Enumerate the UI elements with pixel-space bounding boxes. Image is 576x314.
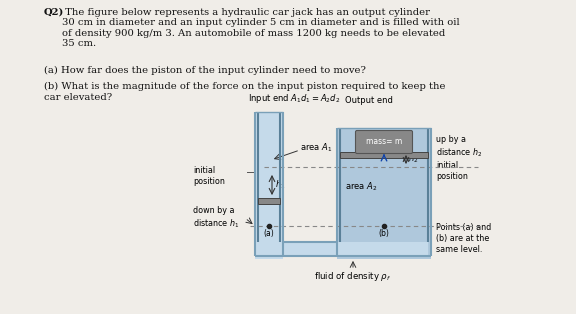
Text: (b) What is the magnitude of the force on the input piston required to keep the
: (b) What is the magnitude of the force o… [44, 82, 445, 101]
Bar [258, 198, 280, 204]
Bar [337, 128, 431, 259]
Text: initial
position: initial position [193, 166, 225, 186]
Text: Input end $A_1d_1 = A_2d_2$: Input end $A_1d_1 = A_2d_2$ [248, 92, 340, 105]
FancyBboxPatch shape [355, 131, 412, 154]
Bar [340, 152, 428, 158]
Text: mass= m: mass= m [366, 138, 402, 147]
Text: (a): (a) [264, 229, 274, 238]
Bar [258, 242, 428, 256]
Text: area $A_2$: area $A_2$ [345, 181, 377, 193]
Bar [258, 204, 280, 242]
Text: down by a
distance $h_1$: down by a distance $h_1$ [193, 206, 240, 230]
Text: fluid of density $\rho_f$: fluid of density $\rho_f$ [314, 270, 392, 283]
Text: The figure below represents a hydraulic car jack has an output cylinder
30 cm in: The figure below represents a hydraulic … [62, 8, 460, 48]
Text: $h_1$: $h_1$ [275, 179, 286, 191]
Text: (b): (b) [378, 229, 389, 238]
Text: Q2): Q2) [44, 8, 65, 17]
Text: initial
position: initial position [436, 161, 468, 181]
Bar [340, 159, 428, 242]
Text: up by a
distance $h_2$: up by a distance $h_2$ [436, 135, 483, 159]
Bar [255, 112, 283, 259]
Text: Output end: Output end [345, 96, 393, 105]
Text: (a) How far does the piston of the input cylinder need to move?: (a) How far does the piston of the input… [44, 66, 366, 75]
Text: area $A_1$: area $A_1$ [300, 142, 332, 154]
Text: $h_2$: $h_2$ [408, 153, 419, 165]
Text: Points (a) and
(b) are at the
same level.: Points (a) and (b) are at the same level… [436, 223, 491, 254]
